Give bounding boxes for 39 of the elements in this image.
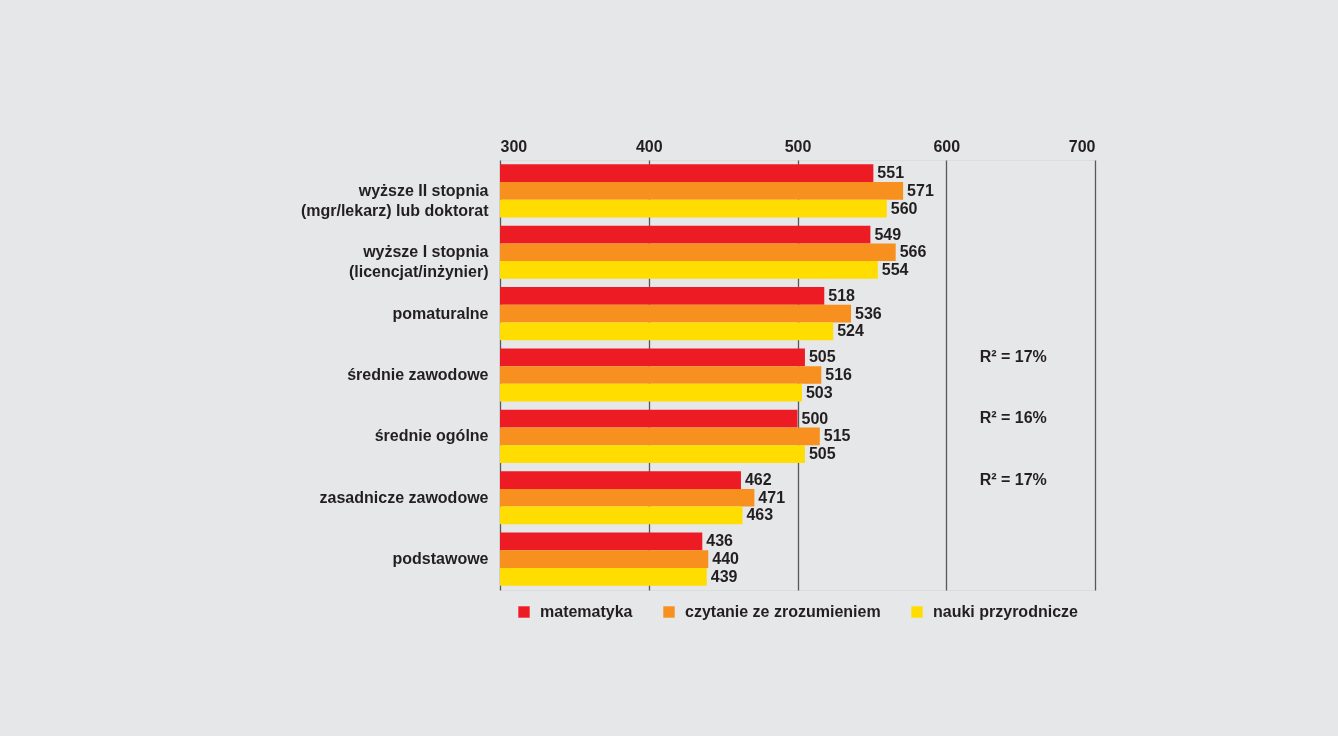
y-tick-label: średnie zawodowe (347, 366, 489, 383)
data-label: 549 (874, 225, 902, 243)
data-label: 536 (855, 304, 882, 322)
data-label: 571 (907, 181, 934, 199)
data-label: 524 (837, 322, 864, 340)
x-tick-label: 500 (784, 137, 812, 155)
annotation: R² = 17% (979, 347, 1047, 365)
data-label: 518 (828, 286, 856, 304)
data-label: 551 (877, 164, 905, 182)
legend-label: czytanie ze zrozumieniem (685, 603, 881, 620)
data-label: 503 (805, 383, 833, 401)
y-tick-label: średnie ogólne (374, 427, 489, 445)
data-label: 505 (808, 348, 836, 366)
y-tick-label: podstawowe (392, 550, 489, 568)
y-tick-label: wyższe I stopnia (licencjat/inżynier) (348, 243, 489, 281)
legend-label: matematyka (540, 603, 633, 620)
data-label: 505 (808, 445, 836, 463)
data-label: 560 (890, 199, 918, 217)
x-tick-label: 700 (1068, 137, 1096, 155)
y-tick-label: zasadnicze zawodowe (319, 488, 489, 506)
y-tick-label: pomaturalne (392, 304, 489, 322)
data-label: 436 (706, 532, 734, 550)
annotation: R² = 16% (979, 409, 1047, 427)
data-label: 515 (823, 427, 851, 445)
data-label: 463 (746, 506, 774, 524)
data-label: 500 (801, 409, 829, 427)
data-label: 516 (825, 366, 853, 383)
data-label: 439 (710, 567, 738, 585)
x-tick-label: 400 (635, 137, 663, 155)
annotation: R² = 17% (979, 470, 1047, 488)
x-tick-label: 600 (933, 137, 961, 155)
legend-label: nauki przyrodnicze (933, 603, 1079, 620)
data-label: 440 (712, 550, 740, 568)
data-label: 471 (758, 488, 786, 506)
x-tick-label: 300 (500, 137, 528, 155)
data-label: 554 (881, 260, 909, 278)
y-tick-label: wyższe II stopnia (mgr/lekarz) lub doktorat (300, 181, 490, 219)
data-label: 462 (744, 471, 772, 489)
data-label: 566 (899, 243, 927, 261)
